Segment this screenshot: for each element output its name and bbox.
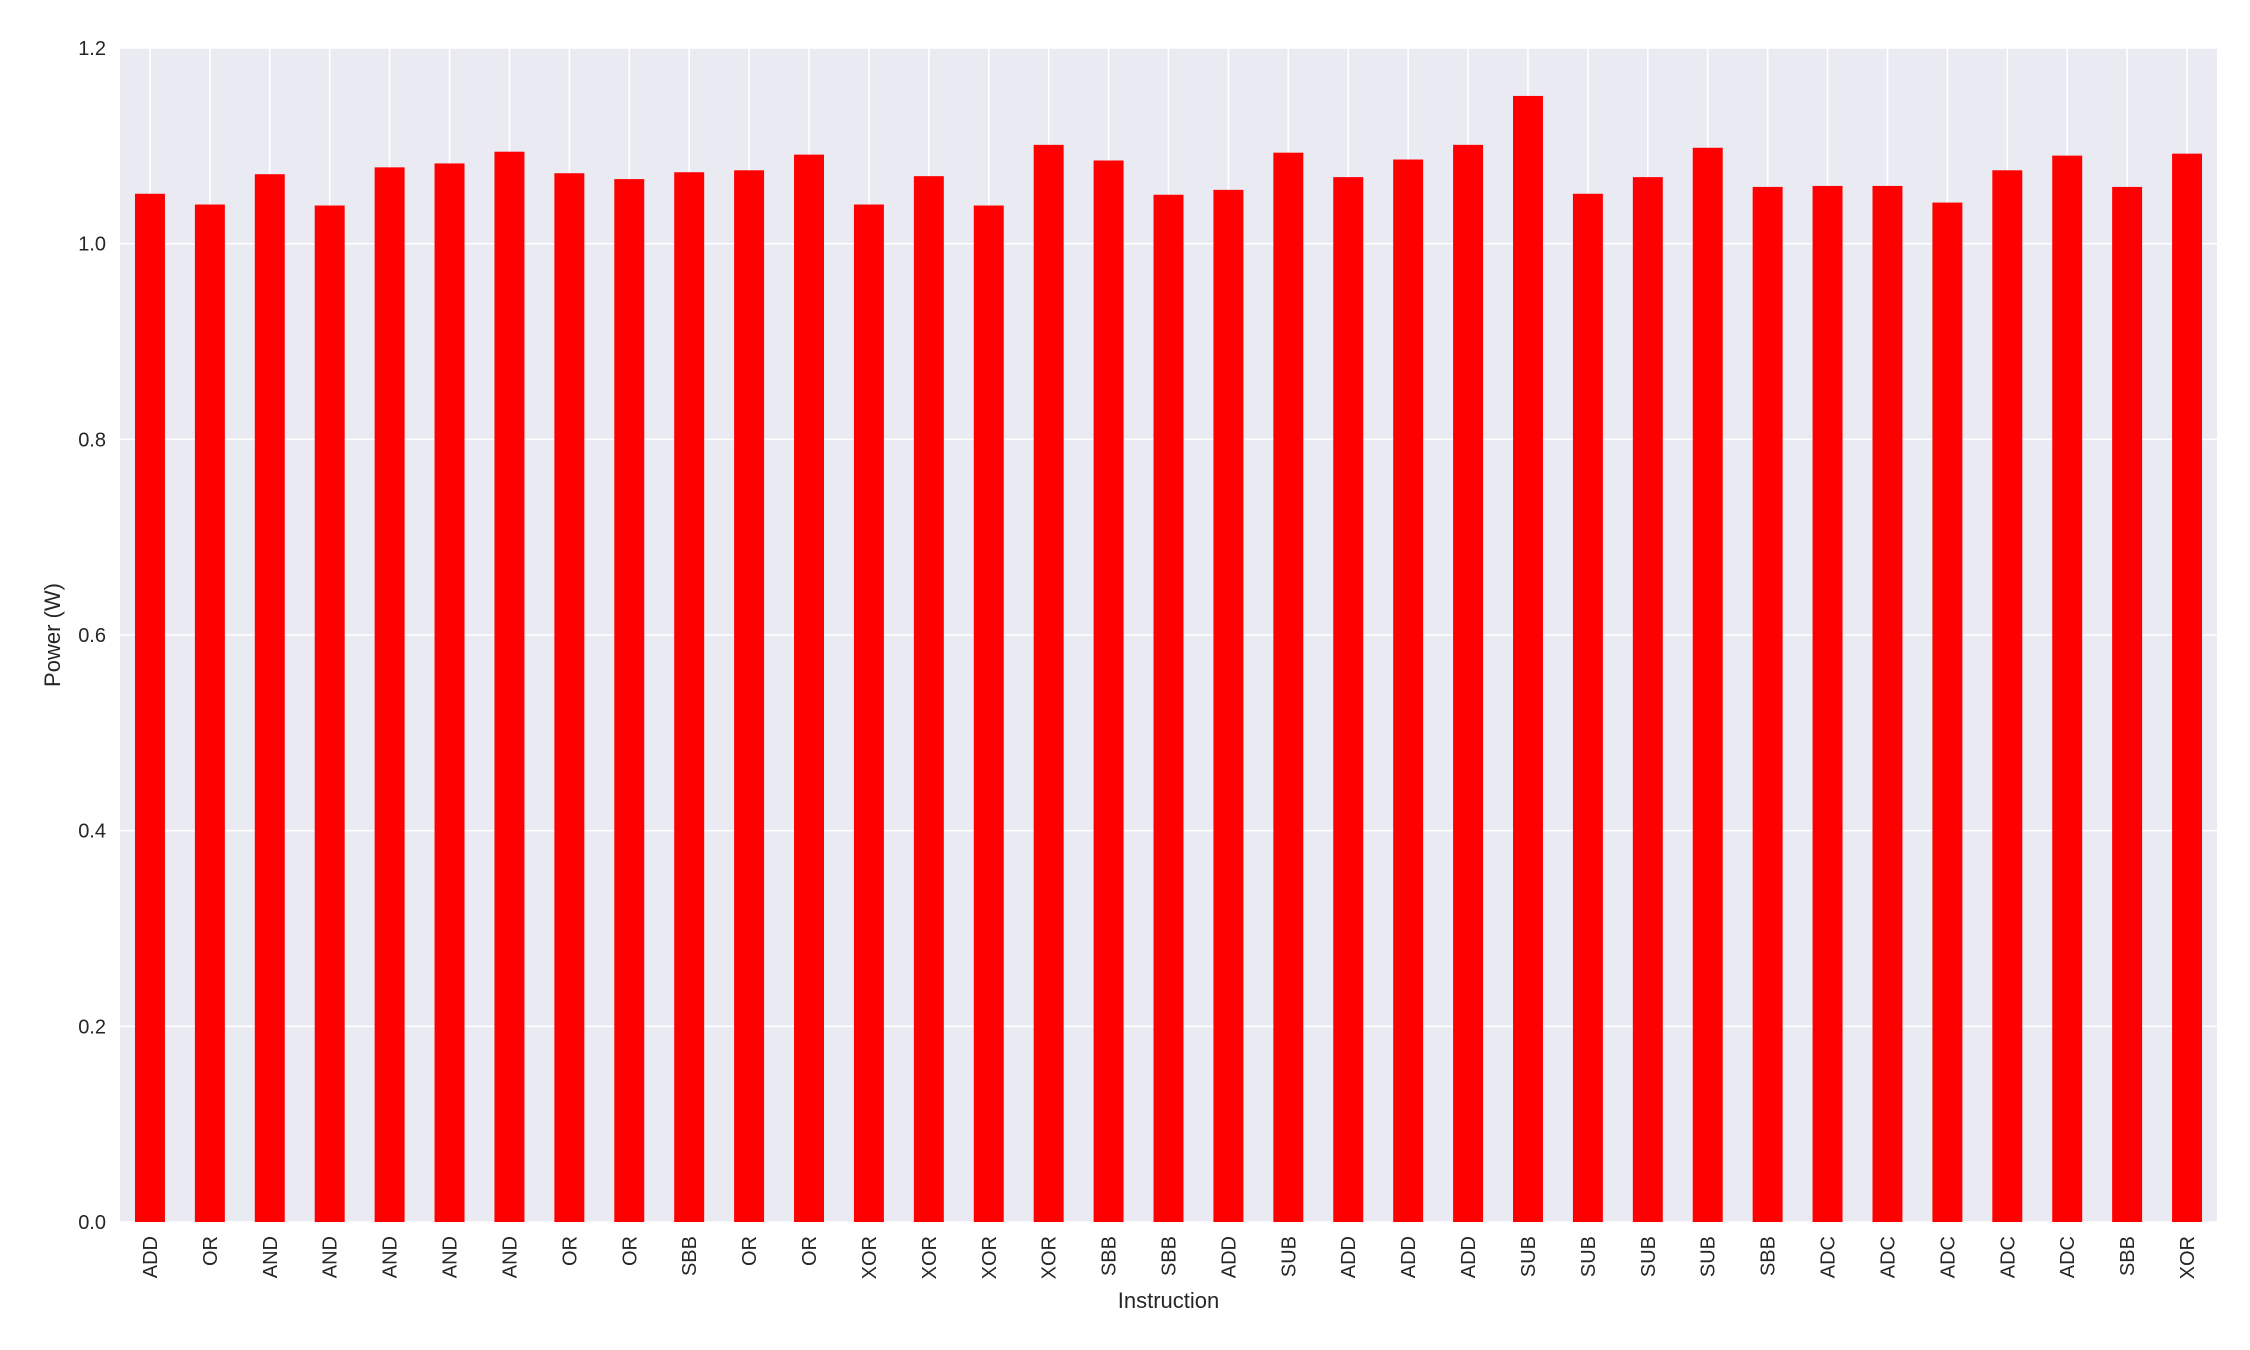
bar-4 [374,167,405,1222]
x-tick-label: SUB [1698,1236,1720,1277]
bar-21 [1393,159,1424,1222]
x-tick-label: SBB [2117,1236,2139,1276]
bar-15 [1033,144,1064,1223]
bar-32 [2052,155,2083,1222]
x-tick-label: ADD [1338,1236,1360,1278]
x-tick-label: XOR [2177,1236,2199,1279]
bar-23 [1513,95,1543,1222]
bar-22 [1453,144,1484,1223]
y-axis-ticks: 0.0 0.2 0.4 0.6 0.8 1.0 1.2 [78,38,106,1234]
x-tick-label: ADC [1877,1236,1899,1278]
x-tick-label: ADD [1458,1236,1480,1278]
bar-8 [614,179,645,1222]
bar-1 [194,204,225,1223]
x-tick-label: ADC [1997,1236,2019,1278]
x-tick-label: AND [260,1236,282,1278]
x-tick-label: OR [799,1236,821,1266]
y-tick-label: 0.0 [78,1212,106,1234]
bar-28 [1812,185,1843,1222]
x-tick-label: SBB [1159,1236,1181,1276]
x-tick-label: ADD [140,1236,162,1278]
x-tick-label: OR [619,1236,641,1266]
x-tick-label: AND [320,1236,342,1278]
bar-2 [254,174,285,1223]
x-axis-label: Instruction [1118,1288,1220,1313]
x-tick-label: AND [499,1236,521,1278]
bar-11 [794,154,824,1223]
bar-16 [1093,160,1124,1223]
x-tick-label: ADC [2057,1236,2079,1278]
x-tick-label: XOR [1039,1236,1061,1279]
bar-20 [1333,177,1364,1222]
bar-14 [973,205,1004,1223]
x-tick-label: ADC [1818,1236,1840,1278]
y-tick-label: 1.2 [78,38,106,60]
x-tick-label: ADD [1398,1236,1420,1278]
x-tick-label: OR [739,1236,761,1266]
x-tick-label: SBB [1758,1236,1780,1276]
bar-31 [1992,170,2023,1223]
bar-29 [1872,185,1903,1222]
x-tick-label: XOR [979,1236,1001,1279]
y-tick-label: 0.4 [78,821,106,843]
x-tick-label: AND [380,1236,402,1278]
y-tick-label: 0.8 [78,429,106,451]
x-tick-label: XOR [919,1236,941,1279]
x-axis-ticks: ADD OR AND AND AND AND AND OR OR SBB OR OR XOR XOR XOR… [140,1236,2199,1279]
bar-25 [1632,177,1663,1222]
x-tick-label: SUB [1518,1236,1540,1277]
bar-10 [734,170,765,1223]
bar-7 [554,173,585,1222]
x-tick-label: SUB [1278,1236,1300,1277]
x-tick-label: ADD [1218,1236,1240,1278]
bar-18 [1213,189,1244,1222]
x-tick-label: OR [559,1236,581,1266]
bar-13 [913,176,944,1223]
bar-9 [674,172,705,1223]
bar-17 [1153,194,1184,1222]
bar-0 [134,193,165,1222]
bar-19 [1273,152,1304,1223]
x-tick-label: XOR [859,1236,881,1279]
bar-3 [314,205,345,1223]
bar-5 [434,163,465,1222]
y-tick-label: 1.0 [78,234,106,256]
x-tick-label: SUB [1578,1236,1600,1277]
bars [134,95,2203,1223]
bar-12 [853,204,884,1223]
bar-24 [1572,193,1603,1222]
x-tick-label: AND [440,1236,462,1278]
bar-30 [1932,202,1963,1222]
x-tick-label: SBB [1099,1236,1121,1276]
x-tick-label: SUB [1638,1236,1660,1277]
bar-26 [1692,147,1723,1222]
x-tick-label: SBB [679,1236,701,1276]
y-tick-label: 0.6 [78,625,106,647]
bar-33 [2112,186,2143,1222]
y-axis-label: Power (W) [40,583,65,687]
x-tick-label: OR [200,1236,222,1266]
bar-34 [2172,153,2203,1222]
bar-6 [494,151,525,1222]
x-tick-label: ADC [1937,1236,1959,1278]
bar-27 [1752,186,1783,1222]
y-tick-label: 0.2 [78,1016,106,1038]
